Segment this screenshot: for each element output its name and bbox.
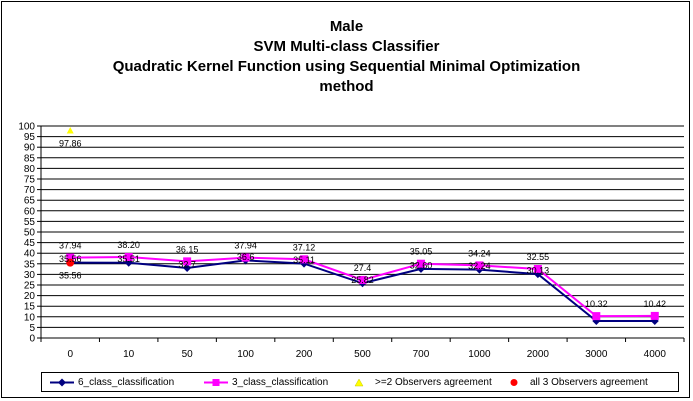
legend-line-diamond-icon	[50, 378, 74, 387]
series-3-class-data-label: 35.05	[410, 247, 433, 257]
legend-label-all3-observers: all 3 Observers agreement	[530, 377, 648, 388]
series-3-class-marker	[358, 275, 367, 284]
observers-all3-marker	[66, 258, 75, 267]
series-6-class-data-label: 32.7	[178, 260, 196, 270]
series-3-class-marker	[300, 255, 309, 264]
chart-title-line-4: method	[319, 78, 374, 95]
observers-all3-label: 35.56	[59, 271, 82, 281]
series-6-class-marker	[183, 264, 192, 273]
x-tick-label: 4000	[644, 349, 667, 360]
series-3-class-data-label: 32.55	[527, 252, 550, 262]
series-3-class-data-label: 37.12	[293, 242, 316, 252]
x-tick-label: 1000	[468, 349, 491, 360]
series-3-class-data-label: 37.94	[59, 241, 82, 251]
y-tick-label: 55	[24, 217, 36, 228]
legend-triangle-icon	[354, 378, 364, 387]
x-tick-label: 500	[354, 349, 371, 360]
series-3-class-data-label: 37.94	[234, 241, 257, 251]
chart-title-line-1: Male	[329, 18, 364, 35]
series-6-class-data-label: 36.6	[237, 252, 255, 262]
y-tick-label: 45	[24, 238, 36, 249]
chart-title-line-3: Quadratic Kernel Function using Sequenti…	[112, 58, 581, 75]
y-tick-label: 60	[24, 206, 36, 217]
series-3-class-marker	[183, 257, 192, 266]
y-tick-label: 35	[24, 259, 36, 270]
x-tick-label: 700	[413, 349, 430, 360]
series-3-class-marker	[650, 311, 659, 320]
y-tick-label: 95	[24, 132, 36, 143]
y-tick-label: 85	[24, 153, 36, 164]
legend-circle-icon	[510, 379, 518, 386]
x-tick-label: 10	[123, 349, 135, 360]
series-3-class-marker	[66, 253, 75, 262]
x-tick-label: 50	[182, 349, 194, 360]
legend-line-square-icon	[204, 379, 228, 386]
series-3-class-data-label: 36.15	[176, 244, 199, 254]
y-tick-label: 75	[24, 175, 36, 186]
series-6-class-data-label: 35.51	[117, 254, 140, 264]
series-3-class-marker	[124, 253, 133, 262]
y-tick-label: 20	[24, 291, 36, 302]
legend-label-6-class: 6_class_classification	[78, 377, 175, 388]
y-tick-label: 40	[24, 249, 36, 260]
y-tick-label: 50	[24, 228, 36, 239]
series-3-class-data-label: 10.42	[644, 299, 667, 309]
series-3-class-data-label: 34.24	[468, 248, 491, 258]
series-6-class-data-label: 32.60	[410, 260, 433, 270]
series-3-class-marker	[533, 264, 542, 273]
series-3-class-marker	[241, 253, 250, 262]
x-tick-label: 2000	[527, 349, 550, 360]
series-3-class-data-label: 27.4	[354, 263, 372, 273]
y-tick-label: 10	[24, 312, 36, 323]
x-tick-label: 0	[67, 349, 73, 360]
series-3-class-marker	[592, 312, 601, 321]
series-3-class-marker	[475, 261, 484, 270]
series-6-class-data-label: 25.82	[351, 275, 374, 285]
series-3-class-data-label: 10.32	[585, 299, 608, 309]
y-tick-label: 5	[29, 323, 35, 334]
series-3-class-marker	[416, 259, 425, 268]
y-tick-label: 70	[24, 185, 36, 196]
series-6-class-data-label: 30.13	[527, 266, 550, 276]
y-tick-label: 30	[24, 270, 36, 281]
series-6-class-data-label: 35.56	[59, 254, 82, 264]
y-tick-label: 90	[24, 143, 36, 154]
chart-legend: 6_class_classification 3_class_classific…	[41, 372, 679, 392]
legend-label-ge2-observers: >=2 Observers agreement	[375, 377, 492, 388]
x-tick-label: 200	[296, 349, 313, 360]
y-tick-label: 80	[24, 164, 36, 175]
series-6-class-data-label: 32.24	[468, 261, 491, 271]
chart-title-line-2: SVM Multi-class Classifier	[253, 38, 440, 55]
y-tick-label: 65	[24, 196, 36, 207]
y-tick-label: 100	[18, 122, 35, 133]
observers-ge2-label: 97.86	[59, 139, 82, 149]
x-tick-label: 3000	[585, 349, 608, 360]
y-tick-label: 15	[24, 302, 36, 313]
y-tick-label: 0	[29, 334, 35, 345]
y-tick-label: 25	[24, 281, 36, 292]
legend-label-3-class: 3_class_classification	[232, 377, 329, 388]
observers-ge2-marker	[66, 127, 74, 134]
series-6-class-data-label: 35.11	[293, 255, 315, 265]
x-tick-label: 100	[237, 349, 254, 360]
series-3-class-data-label: 38.20	[117, 240, 140, 250]
